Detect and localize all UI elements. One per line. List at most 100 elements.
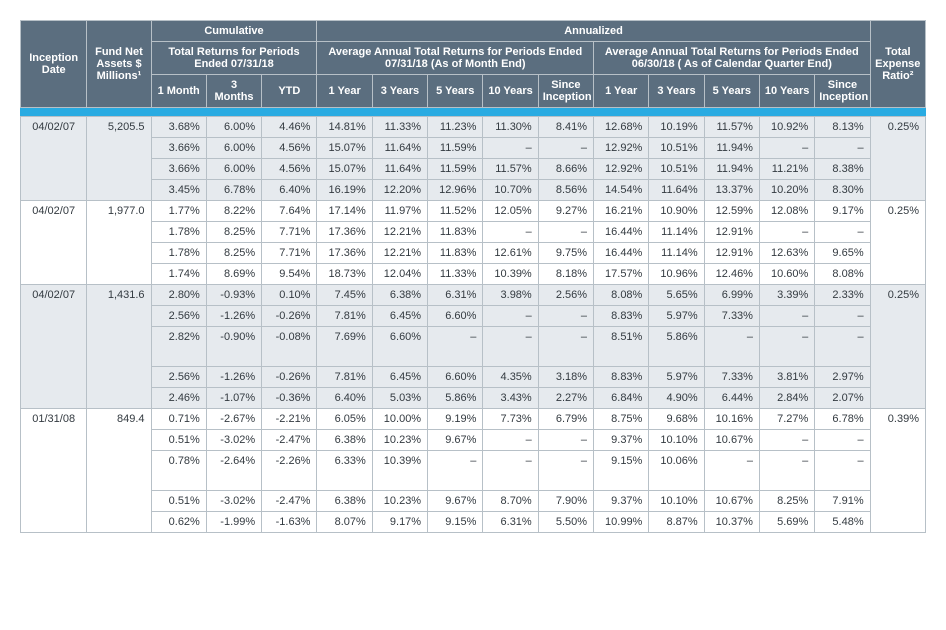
cell-value: 8.70% [483,491,538,512]
cell-value: – [815,306,870,327]
cell-value: – [815,138,870,159]
cell-value: 10.37% [704,512,759,533]
cell-value: 7.27% [759,409,814,430]
cell-value: 3.43% [483,388,538,409]
cell-value: -0.36% [262,388,317,409]
cell-value: -2.21% [262,409,317,430]
cell-value: 11.83% [428,222,483,243]
table-body: 04/02/075,205.53.68%6.00%4.46%14.81%11.3… [21,108,926,533]
cell-value: 16.44% [594,222,649,243]
cell-assets: 1,977.0 [87,201,151,285]
hdr-cum-sub: Total Returns for Periods Ended 07/31/18 [151,42,317,75]
cell-value: 2.80% [151,285,206,306]
cell-value: 5.86% [649,327,704,367]
cell-value: – [815,327,870,367]
cell-value: 6.00% [206,138,261,159]
cell-value: 8.25% [206,243,261,264]
cell-value: – [759,222,814,243]
cell-value: 11.59% [428,159,483,180]
cell-value: 6.84% [594,388,649,409]
hdr-a-5years: 5 Years [428,75,483,108]
cell-value: 6.99% [704,285,759,306]
cell-value: -3.02% [206,430,261,451]
cell-value: – [704,327,759,367]
hdr-b-10years: 10 Years [759,75,814,108]
hdr-ytd: YTD [262,75,317,108]
cell-value: -1.63% [262,512,317,533]
cell-value: 2.56% [151,367,206,388]
cell-value: 6.00% [206,159,261,180]
cell-value: 10.92% [759,117,814,138]
cell-value: 6.78% [815,409,870,430]
cell-value: 10.70% [483,180,538,201]
cell-value: 10.51% [649,138,704,159]
cell-value: 3.18% [538,367,593,388]
cell-value: 2.27% [538,388,593,409]
cell-value: – [538,327,593,367]
cell-value: -1.26% [206,367,261,388]
cell-value: 1.78% [151,222,206,243]
cell-value: 3.98% [483,285,538,306]
cell-value: – [815,451,870,491]
cell-value: 2.56% [538,285,593,306]
table-row: 04/02/075,205.53.68%6.00%4.46%14.81%11.3… [21,117,926,138]
cell-value: 11.94% [704,138,759,159]
cell-value: 12.92% [594,159,649,180]
cell-value: 8.25% [759,491,814,512]
cell-value: – [483,451,538,491]
cell-value: – [538,306,593,327]
cell-value: 10.60% [759,264,814,285]
cell-value: 9.37% [594,430,649,451]
cell-value: 8.30% [815,180,870,201]
cell-value: 10.16% [704,409,759,430]
cell-value: 12.21% [372,243,427,264]
cell-value: 0.62% [151,512,206,533]
cell-value: 5.97% [649,306,704,327]
cell-value: 16.44% [594,243,649,264]
cell-value: 8.69% [206,264,261,285]
cell-value: 11.64% [649,180,704,201]
cell-value: 6.45% [372,306,427,327]
cell-value: 8.41% [538,117,593,138]
cell-value: 6.38% [317,491,372,512]
cell-value: – [538,430,593,451]
cell-value: 9.19% [428,409,483,430]
cell-value: 6.33% [317,451,372,491]
cell-value: 8.18% [538,264,593,285]
cell-value: 2.56% [151,306,206,327]
cell-value: 9.67% [428,491,483,512]
table-row: 01/31/08849.40.71%-2.67%-2.21%6.05%10.00… [21,409,926,430]
cell-value: 12.20% [372,180,427,201]
cell-value: -0.93% [206,285,261,306]
cell-value: -1.26% [206,306,261,327]
cell-value: 9.68% [649,409,704,430]
accent-bar [21,108,926,117]
cell-assets: 5,205.5 [87,117,151,201]
cell-value: 8.83% [594,367,649,388]
cell-value: 5.69% [759,512,814,533]
cell-inception: 01/31/08 [21,409,87,533]
cell-value: – [483,327,538,367]
cell-value: 7.71% [262,243,317,264]
cell-value: 9.65% [815,243,870,264]
cell-value: 6.05% [317,409,372,430]
cell-value: 7.64% [262,201,317,222]
cell-value: – [483,138,538,159]
hdr-inception: Inception Date [21,21,87,108]
cell-value: 8.51% [594,327,649,367]
cell-value: – [759,306,814,327]
cell-value: 8.22% [206,201,261,222]
cell-value: 10.06% [649,451,704,491]
cell-value: – [538,138,593,159]
cell-value: 12.08% [759,201,814,222]
cell-value: 11.59% [428,138,483,159]
cell-value: 7.45% [317,285,372,306]
cell-value: 6.79% [538,409,593,430]
cell-value: 2.82% [151,327,206,367]
cell-value: 15.07% [317,159,372,180]
hdr-assets: Fund Net Assets $ Millions¹ [87,21,151,108]
table-row: 3.66%6.00%4.56%15.07%11.64%11.59%11.57%8… [21,159,926,180]
hdr-b-since: Since Inception [815,75,870,108]
cell-value: 2.33% [815,285,870,306]
cell-value: 16.19% [317,180,372,201]
